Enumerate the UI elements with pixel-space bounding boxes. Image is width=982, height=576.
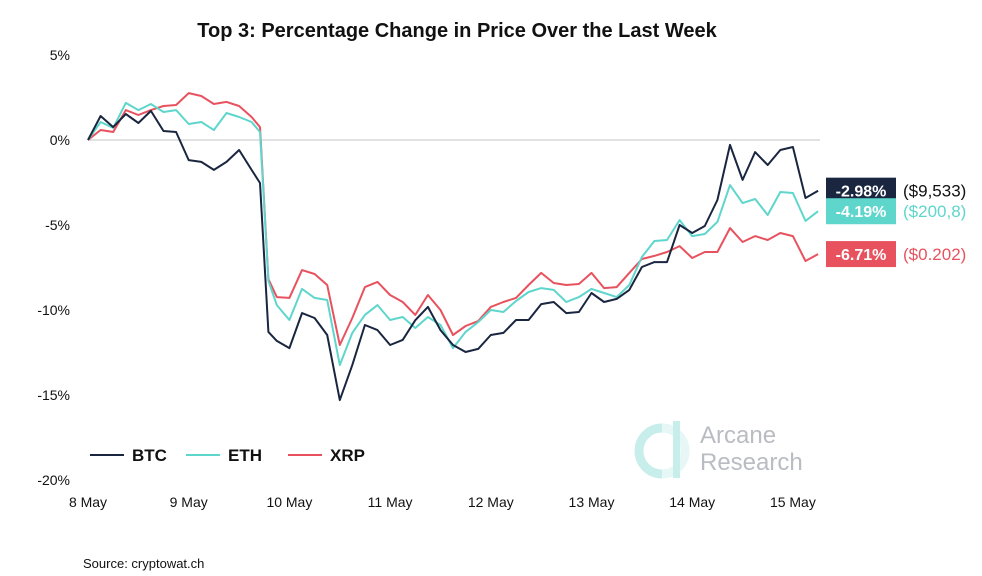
series-line-eth (87, 101, 819, 367)
source-note: Source: cryptowat.ch (83, 556, 204, 571)
watermark-line2: Research (700, 449, 803, 476)
arcane-research-watermark: Arcane Research (634, 421, 803, 479)
price-label-btc: ($9,533) (903, 182, 966, 201)
end-label-btc: -2.98% (836, 184, 887, 201)
price-label-eth: ($200,8) (903, 202, 966, 221)
x-tick-label: 15 May (770, 494, 816, 510)
x-tick-label: 12 May (468, 494, 514, 510)
end-label-eth: -4.19% (836, 204, 887, 221)
end-label-box-xrp (826, 241, 896, 268)
price-label-xrp: ($0.202) (903, 245, 966, 264)
series-line-btc (87, 109, 819, 402)
series-line-xrp (87, 92, 819, 346)
x-tick-label: 9 May (170, 494, 208, 510)
x-tick-label: 13 May (569, 494, 615, 510)
legend-label-btc: BTC (132, 446, 167, 465)
watermark-line1: Arcane (700, 422, 776, 449)
y-axis: 5% 0% -5% -10% -15% -20% (37, 47, 70, 488)
x-tick-label: 14 May (669, 494, 715, 510)
legend-label-xrp: XRP (330, 446, 365, 465)
y-tick-label: -5% (45, 217, 70, 233)
x-tick-label: 8 May (69, 494, 107, 510)
arcane-logo-icon-half (661, 423, 690, 479)
legend: BTC ETH XRP (90, 446, 365, 465)
x-tick-label: 11 May (368, 494, 413, 510)
end-label-xrp: -6.71% (836, 247, 887, 264)
x-axis: 8 May 9 May 10 May 11 May 12 May 13 May 14 May… (69, 494, 816, 510)
y-tick-label: 5% (50, 47, 70, 63)
y-tick-label: 0% (50, 132, 70, 148)
arcane-logo-icon (634, 423, 663, 479)
chart-title: Top 3: Percentage Change in Price Over t… (197, 20, 717, 42)
x-tick-label: 10 May (266, 494, 312, 510)
y-tick-label: -15% (37, 387, 70, 403)
end-label-box-eth (826, 198, 896, 225)
y-tick-label: -20% (37, 472, 70, 488)
arcane-logo-bar (673, 421, 680, 478)
series-lines (87, 92, 819, 402)
legend-label-eth: ETH (228, 446, 262, 465)
end-labels: -2.98% ($9,533) -4.19% ($200,8) -6.71% ($0.20… (826, 177, 966, 268)
y-tick-label: -10% (37, 302, 70, 318)
